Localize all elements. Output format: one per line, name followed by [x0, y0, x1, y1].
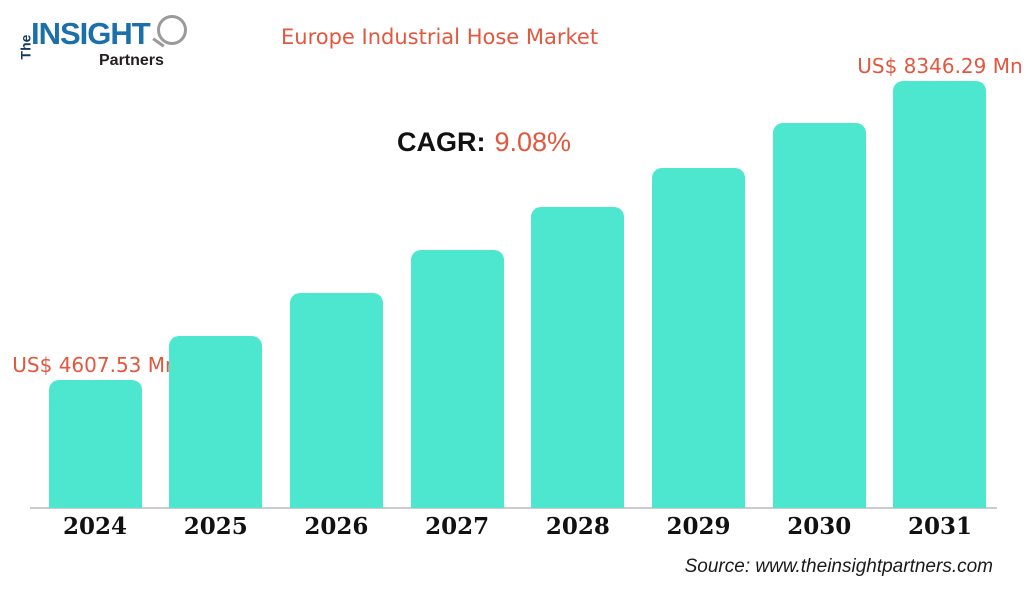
x-tick-2029: 2029 — [666, 513, 731, 540]
bar-2031 — [893, 81, 987, 508]
bar-2025 — [169, 336, 263, 508]
x-tick-2025: 2025 — [183, 513, 248, 540]
x-tick-2027: 2027 — [425, 513, 490, 540]
bar-2029 — [652, 168, 746, 508]
brand-logo: The INSIGHT Partners — [14, 6, 204, 78]
magnifier-icon — [157, 15, 187, 45]
bar-2028 — [531, 207, 625, 508]
x-axis-line — [30, 507, 997, 509]
bar-2024 — [48, 380, 142, 508]
x-tick-2031: 2031 — [907, 513, 972, 540]
chart-title: Europe Industrial Hose Market — [281, 25, 599, 49]
bar-2027 — [410, 250, 504, 508]
x-tick-2030: 2030 — [787, 513, 852, 540]
bar-2030 — [772, 123, 866, 508]
data-label-2031: US$ 8346.29 Mn — [857, 54, 1023, 78]
data-label-2024: US$ 4607.53 Mn — [12, 353, 178, 377]
bar-2026 — [289, 293, 383, 508]
x-tick-2026: 2026 — [304, 513, 369, 540]
cagr-value: 9.08% — [494, 127, 572, 157]
cagr-annotation: CAGR: 9.08% — [397, 127, 571, 158]
x-tick-2024: 2024 — [62, 513, 127, 540]
logo-text-insight: INSIGHT — [31, 16, 151, 51]
logo-text-partners: Partners — [99, 52, 164, 69]
cagr-label: CAGR: — [397, 127, 486, 157]
source-attribution: Source: www.theinsightpartners.com — [684, 556, 993, 577]
x-tick-2028: 2028 — [545, 513, 610, 540]
